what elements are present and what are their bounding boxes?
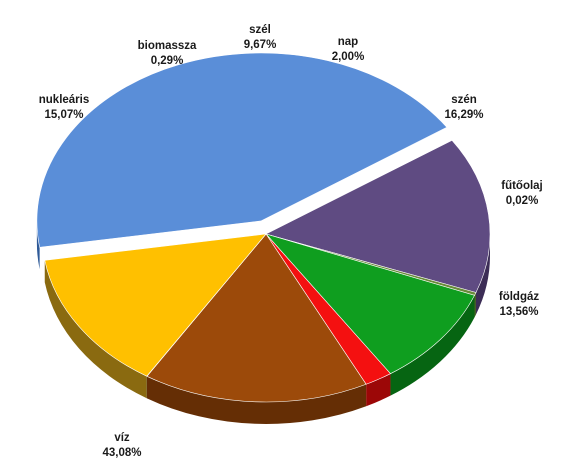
pie-top-layer [36, 52, 491, 403]
label-szel-name: szél [249, 24, 271, 36]
pie-side-nuklearis-b [475, 234, 490, 315]
pie-slice-foldgaz [44, 233, 267, 377]
label-nuklearis-name: nukleáris [39, 94, 90, 106]
pie-side-foldgaz-b [44, 260, 147, 399]
label-szen-value: 16,29% [444, 109, 483, 121]
label-biomassza-name: biomassza [138, 40, 197, 52]
label-nap-name: nap [338, 36, 358, 48]
pie-depth-layer [36, 220, 490, 424]
pie-side-nap-b [366, 373, 391, 407]
pie-slice-szen [146, 233, 367, 403]
label-foldgaz-value: 13,56% [499, 306, 538, 318]
pie-side-viz [36, 220, 40, 270]
pie-slice-nuklearis [265, 139, 491, 293]
pie-side-szel-b [390, 295, 475, 396]
pie-side-biomassza-b [474, 292, 476, 318]
label-nap-value: 2,00% [332, 51, 365, 63]
pie-slice-szel [265, 233, 475, 375]
label-biomassza-value: 0,29% [151, 55, 184, 67]
pie-slice-viz [36, 52, 448, 248]
label-szel-value: 9,67% [244, 39, 277, 51]
label-futoolaj-value: 0,02% [506, 195, 539, 207]
label-viz-name: víz [114, 432, 130, 444]
label-futoolaj-name: fűtőolaj [501, 180, 543, 192]
pie-side-szen-b [146, 376, 367, 424]
label-foldgaz-name: földgáz [499, 291, 539, 303]
label-szen-name: szén [451, 94, 477, 106]
label-nuklearis-value: 15,07% [44, 109, 83, 121]
label-viz-value: 43,08% [102, 447, 141, 459]
